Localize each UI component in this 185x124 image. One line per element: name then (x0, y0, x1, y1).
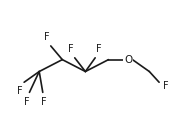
Text: F: F (17, 86, 23, 96)
Text: F: F (24, 96, 30, 107)
Text: F: F (163, 81, 168, 91)
Text: F: F (96, 44, 102, 54)
Text: O: O (124, 55, 132, 65)
Text: F: F (41, 96, 46, 107)
Text: F: F (68, 44, 74, 54)
Text: F: F (44, 32, 50, 42)
